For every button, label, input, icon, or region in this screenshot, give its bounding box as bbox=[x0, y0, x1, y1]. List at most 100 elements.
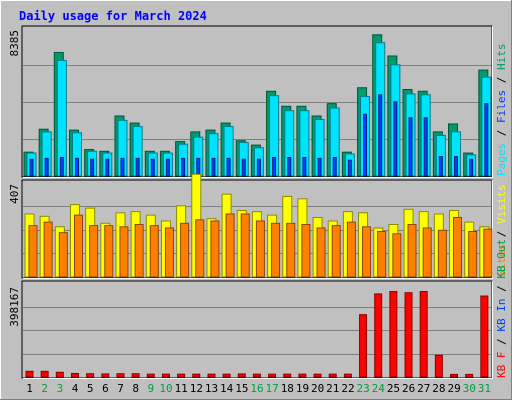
x-tick-label: 6 bbox=[102, 382, 109, 395]
x-tick-label: 28 bbox=[432, 382, 445, 395]
kbytes-bar bbox=[343, 373, 352, 378]
x-tick-label: 26 bbox=[402, 382, 415, 395]
kbytes-bar bbox=[298, 373, 307, 378]
top-panel-legend: Pages / Files / Hits bbox=[495, 44, 508, 177]
bar-series bbox=[23, 34, 493, 378]
x-tick-label: 15 bbox=[235, 382, 248, 395]
sites-bar bbox=[73, 214, 83, 278]
pages-bar bbox=[241, 158, 246, 177]
pages-bar bbox=[44, 157, 49, 177]
kbytes-bar bbox=[268, 373, 277, 378]
pages-bar bbox=[469, 158, 474, 177]
pages-bar bbox=[378, 94, 383, 177]
kbytes-bar bbox=[404, 292, 413, 378]
pages-bar bbox=[74, 157, 79, 177]
kbytes-bar bbox=[101, 373, 110, 378]
x-tick-label: 7 bbox=[117, 382, 124, 395]
pages-bar bbox=[272, 156, 277, 177]
pages-bar bbox=[317, 157, 322, 177]
pages-bar bbox=[332, 156, 337, 177]
x-tick-label: 10 bbox=[159, 382, 172, 395]
sites-bar bbox=[240, 213, 250, 278]
x-axis-labels: 1 2 3 4 5 6 7 8 9 10 11 12 13 14 15 16 17 18 19 20 21 22 23 24 2… bbox=[26, 382, 491, 395]
kbytes-bar bbox=[374, 293, 383, 378]
x-tick-label: 19 bbox=[296, 382, 309, 395]
x-tick-label: 31 bbox=[478, 382, 491, 395]
sites-bar bbox=[195, 219, 205, 278]
pages-bar bbox=[181, 157, 186, 177]
pages-bar bbox=[454, 156, 459, 177]
x-tick-label: 30 bbox=[463, 382, 476, 395]
sites-bar bbox=[149, 225, 159, 278]
x-tick-label: 3 bbox=[57, 382, 64, 395]
x-tick-label: 27 bbox=[417, 382, 430, 395]
kbytes-bar bbox=[450, 373, 459, 378]
x-tick-label: 21 bbox=[326, 382, 339, 395]
x-tick-label: 18 bbox=[281, 382, 294, 395]
kbytes-bar bbox=[419, 291, 428, 378]
kbytes-bar bbox=[40, 370, 49, 378]
x-tick-label: 4 bbox=[72, 382, 79, 395]
x-tick-label: 29 bbox=[447, 382, 460, 395]
sites-bar bbox=[453, 216, 463, 278]
top-ymax-label: 8385 bbox=[8, 30, 21, 57]
kbytes-bar bbox=[389, 291, 398, 378]
x-tick-label: 1 bbox=[26, 382, 33, 395]
sites-bar bbox=[134, 223, 144, 278]
kbytes-bar bbox=[70, 372, 79, 378]
pages-bar bbox=[393, 101, 398, 177]
x-tick-label: 25 bbox=[387, 382, 400, 395]
middle-panel-legend: Sites / Visits bbox=[495, 184, 508, 277]
sites-bar bbox=[422, 227, 432, 278]
kbytes-bar bbox=[252, 373, 261, 378]
sites-bar bbox=[377, 230, 387, 278]
x-tick-label: 17 bbox=[266, 382, 279, 395]
pages-bar bbox=[120, 157, 125, 177]
pages-bar bbox=[59, 156, 64, 177]
x-tick-label: 20 bbox=[311, 382, 324, 395]
x-tick-label: 14 bbox=[220, 382, 234, 395]
sites-bar bbox=[468, 230, 478, 278]
kbytes-bar bbox=[192, 373, 201, 378]
kbytes-bar bbox=[86, 373, 95, 378]
pages-bar bbox=[165, 158, 170, 177]
kbytes-bar bbox=[434, 354, 443, 378]
sites-bar bbox=[392, 233, 402, 278]
pages-bar bbox=[226, 157, 231, 177]
sites-bar bbox=[346, 221, 356, 278]
pages-bar bbox=[302, 156, 307, 177]
kbytes-bar bbox=[177, 373, 186, 378]
x-tick-label: 24 bbox=[372, 382, 386, 395]
sites-bar bbox=[271, 222, 281, 278]
x-tick-label: 16 bbox=[250, 382, 263, 395]
kbytes-bar bbox=[328, 373, 337, 378]
x-tick-label: 13 bbox=[205, 382, 218, 395]
kbytes-bar bbox=[359, 314, 368, 378]
sites-bar bbox=[483, 228, 493, 278]
panel-bottom bbox=[21, 280, 493, 379]
sites-bar bbox=[225, 213, 235, 278]
kbytes-bar bbox=[313, 373, 322, 378]
kbytes-bar bbox=[283, 373, 292, 378]
bottom-ymax-label: 398167 bbox=[8, 287, 21, 327]
sites-bar bbox=[58, 232, 68, 278]
sites-bar bbox=[180, 222, 190, 278]
sites-bar bbox=[28, 225, 38, 278]
legend-pages: Pages bbox=[495, 143, 508, 176]
x-tick-label: 12 bbox=[190, 382, 203, 395]
sites-bar bbox=[43, 221, 53, 278]
sites-bar bbox=[164, 227, 174, 278]
pages-bar bbox=[29, 158, 34, 177]
x-tick-label: 5 bbox=[87, 382, 94, 395]
kbytes-bar bbox=[222, 373, 231, 378]
x-tick-label: 2 bbox=[41, 382, 48, 395]
legend-hits: Hits bbox=[495, 44, 508, 71]
pages-bar bbox=[211, 157, 216, 177]
kbytes-bar bbox=[161, 373, 170, 378]
pages-bar bbox=[256, 158, 261, 177]
pages-bar bbox=[408, 117, 413, 177]
pages-bar bbox=[423, 117, 428, 177]
legend-files: Files bbox=[495, 90, 508, 123]
